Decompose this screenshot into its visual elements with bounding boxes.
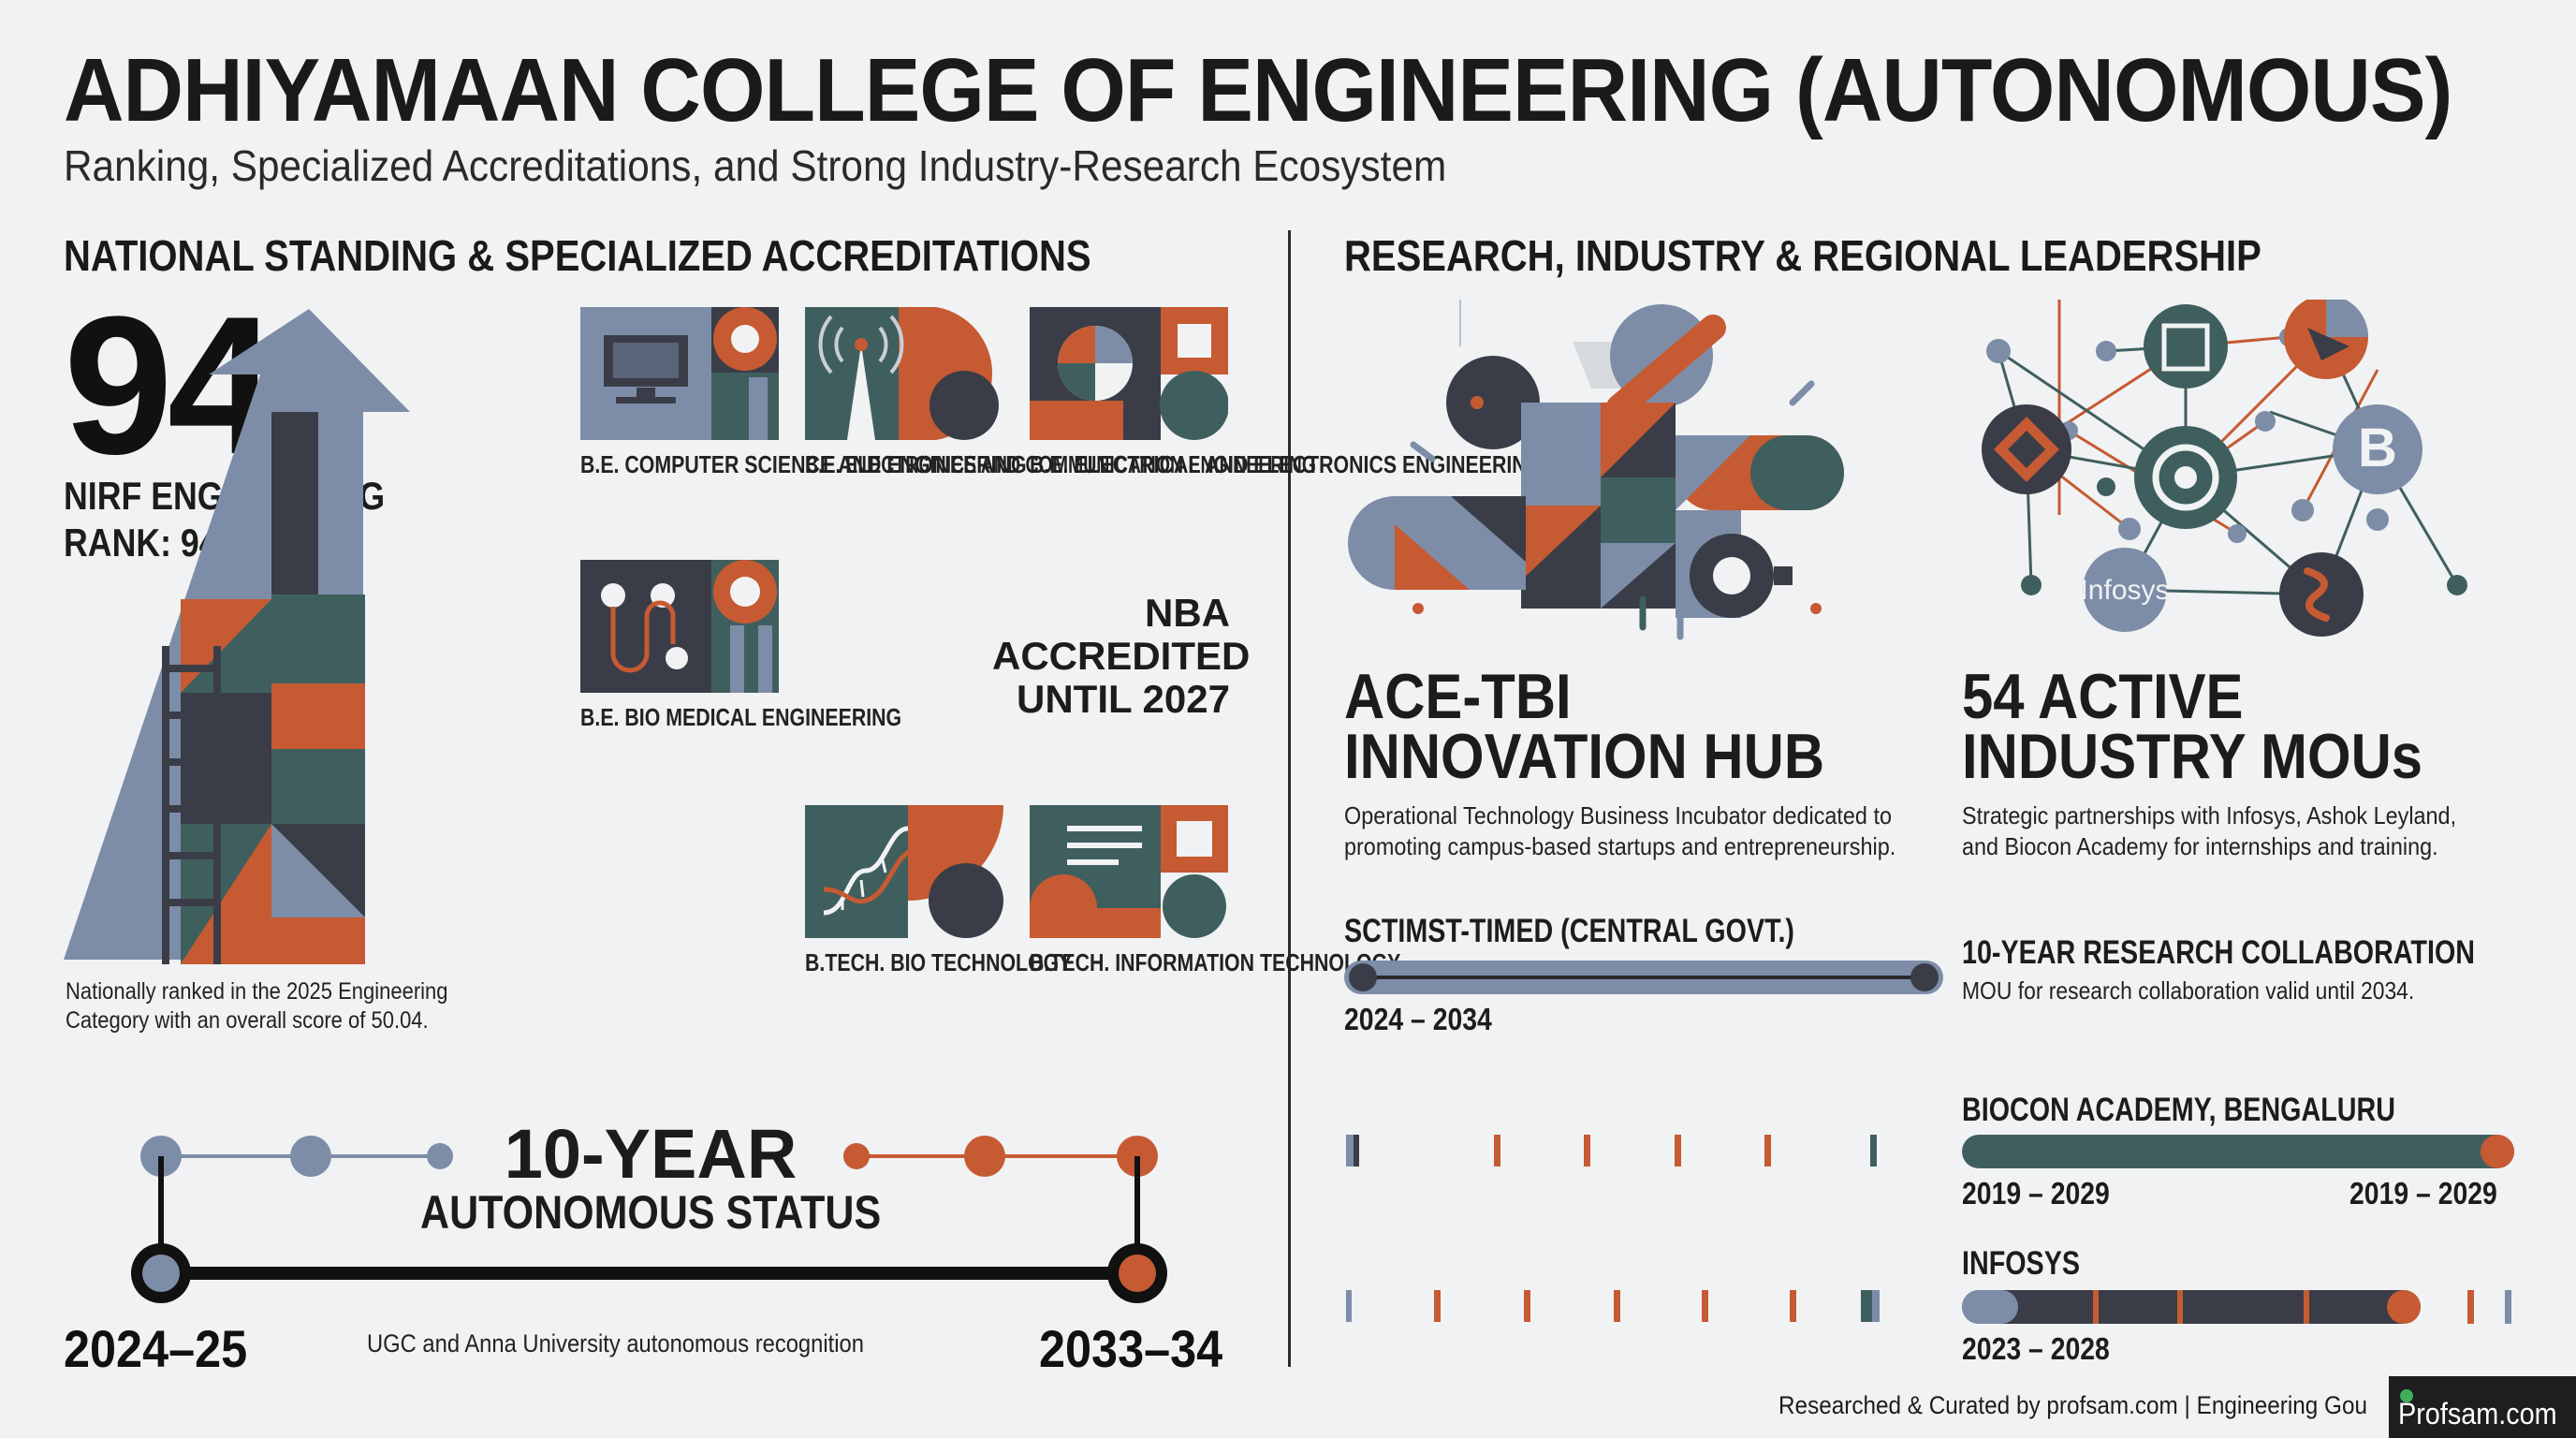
leaf-icon xyxy=(2400,1389,2413,1402)
nba-accreditation: NBA ACCREDITED UNTIL 2027 xyxy=(992,591,1251,721)
mou-description: Strategic partnerships with Infosys, Ash… xyxy=(1962,801,2457,860)
dept-label-cse: B.E. COMPUTER SCIENCE AND ENGINEERING xyxy=(580,450,1027,478)
infosys-bar xyxy=(1962,1290,2511,1324)
autonomy-timeline xyxy=(131,1136,1167,1303)
footer-credit: Researched & Curated by profsam.com | En… xyxy=(1778,1391,2368,1419)
left-section-heading: NATIONAL STANDING & SPECIALIZED ACCREDIT… xyxy=(64,231,1091,280)
profsam-badge[interactable]: Profsam.com xyxy=(2389,1376,2576,1438)
industry-network-illustration: B Infosys xyxy=(1982,300,2467,637)
dept-label-eee: B.E. ELECTRICAL AND ELECTRONICS ENGINEER… xyxy=(1030,450,1543,478)
sctimst-years: 2024 – 2034 xyxy=(1344,1002,1492,1036)
dept-label-biotech: B.TECH. BIO TECHNOLOGY xyxy=(805,948,1073,976)
innovation-hub-illustration xyxy=(1348,300,1844,640)
dept-label-bme: B.E. BIO MEDICAL ENGINEERING xyxy=(580,703,902,731)
document-icon xyxy=(1030,805,1228,938)
infosys-title: INFOSYS xyxy=(1962,1245,2080,1282)
autonomy-start-year: 2024–25 xyxy=(64,1319,248,1378)
infosys-logo-text: Infosys xyxy=(2080,575,2169,606)
right-section-heading: RESEARCH, INDUSTRY & REGIONAL LEADERSHIP xyxy=(1344,231,2261,280)
hub-title: ACE-TBI INNOVATION HUB xyxy=(1344,661,1825,792)
network-logo-letter: B xyxy=(2358,418,2397,478)
autonomy-headline: 10-YEAR xyxy=(504,1115,798,1193)
electrical-icon xyxy=(1030,307,1228,440)
antenna-icon xyxy=(805,307,999,440)
badge-label: Profsam.com xyxy=(2398,1397,2557,1431)
page-title: ADHIYAMAAN COLLEGE OF ENGINEERING (AUTON… xyxy=(64,40,2452,140)
dept-label-it: B.TECH. INFORMATION TECHNOLOGY xyxy=(1030,948,1401,976)
rising-arrow-illustration xyxy=(64,309,410,964)
autonomy-note: UGC and Anna University autonomous recog… xyxy=(367,1329,864,1357)
dna-icon xyxy=(805,805,1003,938)
page-subtitle: Ranking, Specialized Accreditations, and… xyxy=(64,141,1447,190)
biocon-start: 2019 – 2029 xyxy=(1962,1176,2110,1211)
research-title: 10-YEAR RESEARCH COLLABORATION xyxy=(1962,934,2475,971)
dept-label-ece: B.E. ELECTRONICS AND COMMUNICATION ENGIN… xyxy=(805,450,1317,478)
infosys-years: 2023 – 2028 xyxy=(1962,1331,2110,1366)
biomedical-icon xyxy=(580,560,779,693)
computer-icon xyxy=(580,307,779,440)
biocon-bar xyxy=(1962,1135,2514,1168)
autonomy-end-year: 2033–34 xyxy=(1039,1319,1223,1378)
research-note: MOU for research collaboration valid unt… xyxy=(1962,976,2415,1005)
autonomy-subhead: AUTONOMOUS STATUS xyxy=(419,1186,882,1239)
sctimst-title: SCTIMST-TIMED (CENTRAL GOVT.) xyxy=(1344,913,1794,949)
biocon-title: BIOCON ACADEMY, BENGALURU xyxy=(1962,1092,2395,1128)
section-divider xyxy=(1288,230,1291,1367)
mou-title: 54 ACTIVE INDUSTRY MOUs xyxy=(1962,661,2423,792)
timeline-ticks xyxy=(1346,1135,1880,1322)
hub-description: Operational Technology Business Incubato… xyxy=(1344,801,1896,860)
sctimst-bar xyxy=(1344,961,1943,994)
rank-note: Nationally ranked in the 2025 Engineerin… xyxy=(66,978,448,1034)
biocon-end: 2019 – 2029 xyxy=(2349,1176,2497,1211)
